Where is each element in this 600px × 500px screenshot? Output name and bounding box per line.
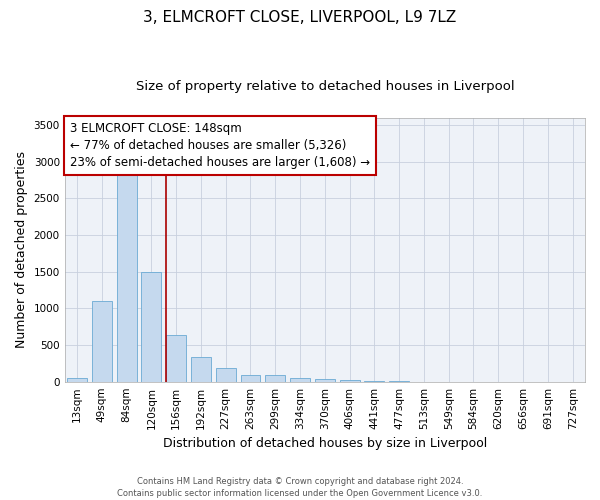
Bar — [265, 375, 285, 382]
Bar — [290, 378, 310, 382]
X-axis label: Distribution of detached houses by size in Liverpool: Distribution of detached houses by size … — [163, 437, 487, 450]
Bar — [340, 380, 359, 382]
Title: Size of property relative to detached houses in Liverpool: Size of property relative to detached ho… — [136, 80, 514, 93]
Bar — [142, 272, 161, 382]
Bar — [364, 381, 385, 382]
Bar — [67, 378, 87, 382]
Bar — [92, 301, 112, 382]
Text: 3 ELMCROFT CLOSE: 148sqm
← 77% of detached houses are smaller (5,326)
23% of sem: 3 ELMCROFT CLOSE: 148sqm ← 77% of detach… — [70, 122, 370, 168]
Bar — [166, 335, 186, 382]
Text: 3, ELMCROFT CLOSE, LIVERPOOL, L9 7LZ: 3, ELMCROFT CLOSE, LIVERPOOL, L9 7LZ — [143, 10, 457, 25]
Bar — [191, 357, 211, 382]
Text: Contains HM Land Registry data © Crown copyright and database right 2024.
Contai: Contains HM Land Registry data © Crown c… — [118, 476, 482, 498]
Bar — [241, 375, 260, 382]
Bar — [117, 169, 137, 382]
Y-axis label: Number of detached properties: Number of detached properties — [15, 151, 28, 348]
Bar — [216, 368, 236, 382]
Bar — [315, 380, 335, 382]
